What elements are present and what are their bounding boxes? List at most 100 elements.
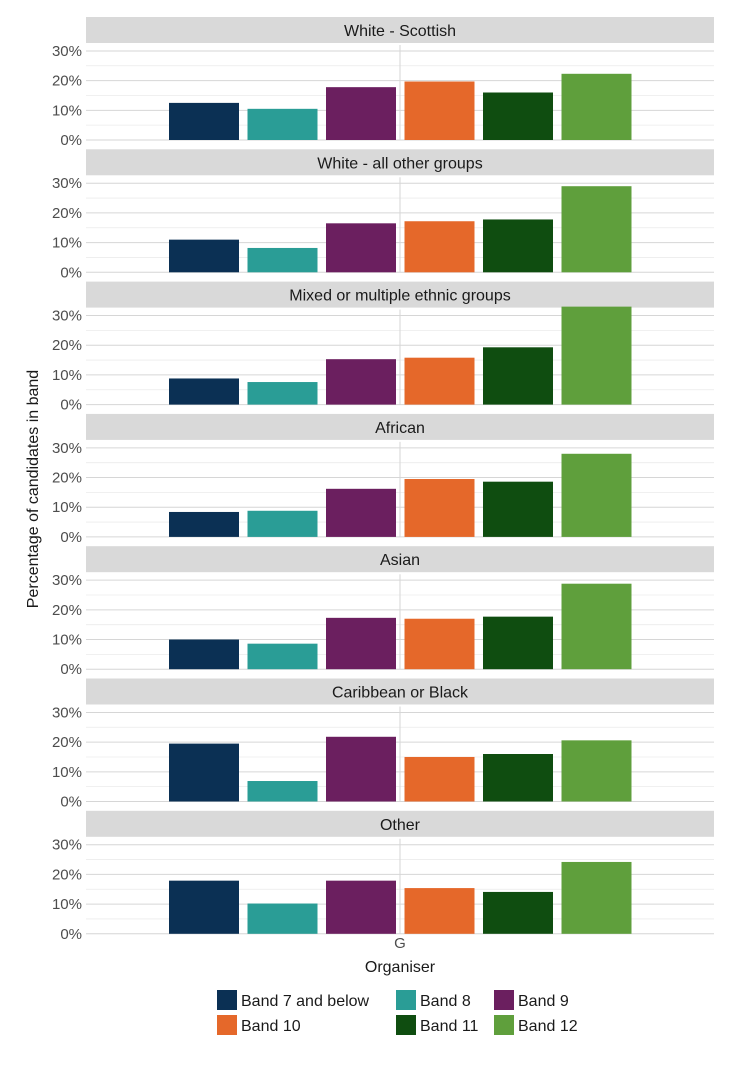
legend-item: Band 8 (396, 990, 471, 1010)
legend-item: Band 10 (217, 1015, 301, 1035)
bar (326, 880, 396, 934)
chart-panel: White - Scottish 0% 10% 20% 30% (52, 17, 714, 149)
y-tick-label: 20% (52, 470, 82, 487)
legend-item: Band 11 (396, 1015, 479, 1035)
legend-label: Band 12 (518, 1018, 578, 1035)
y-tick-label: 20% (52, 734, 82, 751)
panel-title: Mixed or multiple ethnic groups (289, 288, 510, 305)
legend-item: Band 12 (494, 1015, 578, 1035)
bar (561, 186, 632, 273)
chart-panel: Mixed or multiple ethnic groups 0% 10% 20% 3… (52, 281, 714, 414)
panel-title: Asian (380, 552, 420, 569)
panel-title: African (375, 420, 425, 437)
bar (404, 81, 475, 140)
bar (561, 306, 632, 405)
y-tick-label: 0% (60, 264, 82, 281)
y-tick-label: 20% (52, 337, 82, 354)
bar (561, 740, 632, 802)
bar (169, 378, 239, 405)
y-tick-label: 20% (52, 866, 82, 883)
bar (326, 488, 396, 537)
legend-swatch (494, 990, 514, 1010)
bar (247, 510, 318, 537)
bar (247, 903, 318, 934)
bar (404, 888, 475, 934)
bar (247, 247, 318, 273)
legend-swatch (396, 990, 416, 1010)
y-tick-label: 0% (60, 132, 82, 149)
y-tick-label: 0% (60, 661, 82, 678)
legend-label: Band 10 (241, 1018, 301, 1035)
chart-panel: Other 0% 10% 20% 30% (52, 810, 714, 943)
chart-panel: Caribbean or Black 0% 10% 20% 30% (52, 678, 714, 811)
bar (326, 359, 396, 405)
y-tick-label: 30% (52, 175, 82, 192)
bar (404, 756, 475, 802)
panel-title: White - Scottish (344, 23, 456, 40)
bar (483, 481, 553, 537)
y-tick-label: 20% (52, 602, 82, 619)
panel-title: White - all other groups (317, 155, 482, 172)
bar (326, 617, 396, 670)
y-tick-label: 30% (52, 440, 82, 457)
bar (247, 108, 318, 140)
y-tick-label: 10% (52, 367, 82, 384)
chart-panel: White - all other groups 0% 10% 20% 30% (52, 149, 714, 281)
bar (404, 221, 475, 273)
panel-title: Other (380, 817, 421, 834)
bar (169, 239, 239, 273)
panel-strip (86, 281, 714, 308)
legend-swatch (494, 1015, 514, 1035)
y-tick-label: 10% (52, 102, 82, 119)
x-tick-label: G (394, 935, 406, 952)
bar (483, 347, 553, 405)
bar (326, 87, 396, 140)
y-tick-label: 30% (52, 704, 82, 721)
bar (404, 479, 475, 537)
bar (169, 880, 239, 934)
y-tick-label: 10% (52, 235, 82, 252)
bar (247, 643, 318, 670)
bar (483, 616, 553, 670)
y-tick-label: 0% (60, 529, 82, 546)
legend-label: Band 8 (420, 993, 471, 1010)
bar (326, 223, 396, 273)
x-axis-title: Organiser (365, 959, 436, 976)
bar (169, 511, 239, 537)
bar (483, 754, 553, 802)
y-tick-label: 30% (52, 308, 82, 325)
y-tick-label: 10% (52, 632, 82, 649)
bar (169, 743, 239, 802)
panel-strip (86, 17, 714, 43)
y-tick-label: 30% (52, 837, 82, 854)
bar (561, 453, 632, 537)
y-tick-label: 10% (52, 764, 82, 781)
chart-panel: African 0% 10% 20% 30% (52, 413, 714, 546)
y-tick-label: 0% (60, 926, 82, 943)
bar (483, 92, 553, 140)
panel-strip (86, 149, 714, 176)
legend-item: Band 7 and below (217, 990, 370, 1010)
legend: Band 7 and below Band 8 Band 9 Band 10 Band … (217, 990, 578, 1035)
y-tick-label: 30% (52, 43, 82, 60)
legend-item: Band 9 (494, 990, 569, 1010)
bar (404, 618, 475, 670)
bar (561, 73, 632, 140)
bar (483, 891, 553, 934)
y-tick-label: 0% (60, 397, 82, 414)
y-tick-label: 10% (52, 896, 82, 913)
bar (483, 219, 553, 273)
bar (247, 382, 318, 405)
panel-strip (86, 546, 714, 573)
y-tick-label: 0% (60, 794, 82, 811)
y-tick-label: 20% (52, 73, 82, 90)
y-axis-title: Percentage of candidates in band (25, 370, 42, 608)
legend-label: Band 11 (420, 1018, 479, 1035)
bar (247, 781, 318, 802)
bar (169, 639, 239, 670)
legend-swatch (217, 1015, 237, 1035)
legend-swatch (396, 1015, 416, 1035)
y-tick-label: 20% (52, 205, 82, 222)
legend-label: Band 9 (518, 993, 569, 1010)
